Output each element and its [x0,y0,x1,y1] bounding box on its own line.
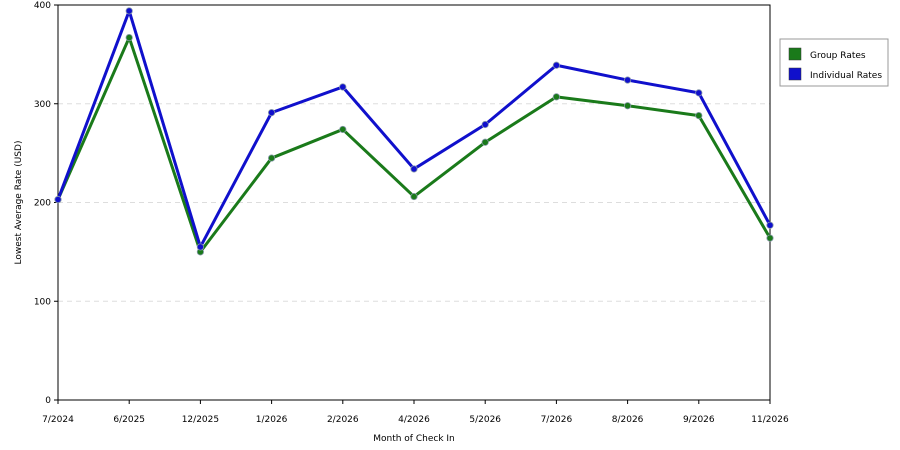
x-tick-label: 2/2026 [327,415,359,425]
y-axis: 0 100 200 300 400 [34,1,58,406]
data-point [766,234,774,242]
x-tick-label: 8/2026 [612,415,644,425]
data-point [267,109,276,117]
series-individual-rates [54,7,774,251]
x-axis: 7/2024 6/2025 12/2025 1/2026 2/2026 4/2026 5/2… [42,400,789,425]
x-tick-label: 6/2025 [113,415,145,425]
x-tick-label: 9/2026 [683,415,715,425]
data-point [267,154,276,162]
data-point [125,7,133,15]
series-line [56,36,772,254]
data-point [125,33,133,42]
legend: Group Rates Individual Rates [779,38,889,87]
data-point [481,138,489,146]
data-point [339,83,347,91]
x-axis-title: Month of Check In [373,434,455,444]
legend-swatch [788,67,802,81]
x-tick-label: 5/2026 [469,415,501,425]
series-group-rates [54,33,774,256]
x-tick-label: 12/2025 [182,415,219,425]
y-tick-label: 100 [34,297,51,307]
data-point [623,102,632,110]
legend-swatch [788,47,802,61]
data-point [766,221,774,229]
data-point [339,125,347,134]
legend-label: Individual Rates [810,71,882,81]
x-tick-label: 4/2026 [398,415,430,425]
legend-label: Group Rates [810,51,866,61]
x-tick-label: 11/2026 [751,415,789,425]
data-point [196,243,204,251]
data-point [695,112,703,120]
data-point [552,61,561,69]
x-tick-label: 7/2024 [42,415,74,425]
data-point [410,165,418,173]
data-point [552,93,561,101]
y-tick-label: 400 [34,1,51,11]
y-tick-label: 300 [34,100,51,110]
data-point [623,76,632,84]
data-point [410,192,418,201]
grid-lines [58,103,770,302]
data-point [695,89,703,97]
x-tick-label: 1/2026 [256,415,288,425]
y-tick-label: 0 [45,396,51,406]
y-tick-label: 200 [34,199,51,209]
data-point [481,120,489,129]
y-axis-title: Lowest Average Rate (USD) [14,141,24,265]
data-point [54,195,62,204]
series-line [56,9,772,249]
x-tick-label: 7/2026 [541,415,573,425]
series-group [54,7,774,256]
